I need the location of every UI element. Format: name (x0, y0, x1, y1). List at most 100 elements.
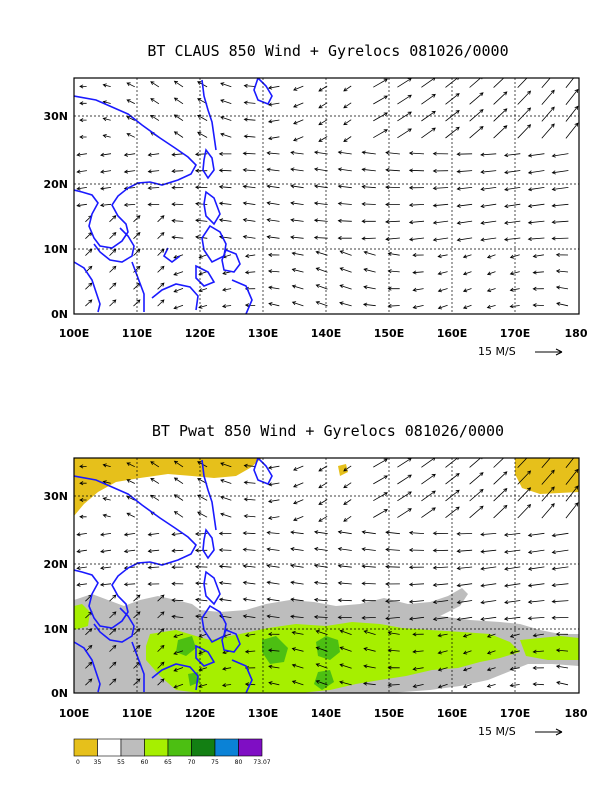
wind-vector (486, 650, 496, 655)
wind-vector (291, 630, 304, 635)
wind-vector (456, 169, 473, 174)
wind-vector (293, 85, 304, 91)
wind-vector (194, 548, 208, 553)
wind-vector (173, 650, 184, 655)
wind-vector (315, 267, 328, 273)
wind-vector (266, 530, 280, 535)
wind-vector (432, 203, 449, 208)
wind-vector (385, 167, 400, 173)
wind-vector (337, 218, 352, 223)
wind-vector (565, 458, 575, 469)
wind-vector (313, 530, 328, 535)
colorbar-swatch (214, 738, 239, 757)
wind-vector (551, 187, 569, 192)
wind-vector (565, 485, 579, 502)
wind-vector (480, 600, 497, 605)
wind-vector (551, 532, 569, 538)
wind-vector (456, 616, 473, 622)
wind-vector (197, 511, 208, 518)
wind-vector (462, 684, 472, 689)
svg-text:150E: 150E (374, 707, 404, 720)
wind-vector (267, 515, 280, 520)
wind-vector (171, 532, 184, 537)
wind-vector (412, 666, 424, 671)
wind-vector (315, 663, 328, 669)
wind-vector (194, 564, 208, 569)
wind-vector (362, 302, 376, 307)
wind-vector (313, 167, 328, 172)
wind-vector (541, 78, 551, 88)
wind-vector (267, 119, 280, 124)
wind-vector (387, 648, 400, 653)
wind-vector (551, 220, 569, 225)
wind-vector (268, 664, 280, 669)
wind-vector (385, 599, 400, 604)
wind-vector (486, 271, 496, 276)
wind-vector (412, 287, 424, 292)
svg-text:130E: 130E (248, 327, 278, 340)
wind-vector (157, 299, 165, 307)
wind-vector (315, 250, 328, 256)
wind-vector (123, 532, 136, 537)
wind-vector (242, 614, 256, 619)
wind-vector (100, 532, 112, 537)
svg-text:170E: 170E (500, 707, 530, 720)
wind-vector (242, 564, 256, 569)
wind-vector (363, 647, 376, 652)
wind-vector (339, 663, 352, 669)
wind-vector (385, 564, 400, 569)
wind-vector (480, 237, 497, 242)
wind-vector (267, 136, 280, 141)
wind-vector (363, 285, 376, 290)
reference-vector: 15 M/S (478, 725, 563, 738)
wind-vector (147, 565, 160, 570)
wind-vector (397, 111, 412, 122)
wind-vector (171, 218, 184, 223)
wind-vector (565, 105, 579, 122)
wind-vector (527, 549, 545, 555)
wind-vector (373, 458, 388, 468)
wind-vector (315, 680, 328, 686)
wind-vector (313, 547, 328, 552)
wind-vector (243, 497, 256, 502)
wind-vector (126, 512, 135, 518)
wind-vector (551, 566, 569, 571)
wind-vector (267, 102, 280, 107)
wind-vector (147, 152, 160, 157)
wind-vector (361, 219, 376, 224)
wind-vector (221, 304, 232, 309)
wind-vector (85, 248, 93, 256)
x-axis-ticks: 100E 110E 120E 130E 140E 150E 160E 170E … (59, 327, 588, 340)
wind-vector (532, 270, 544, 275)
wind-vector (222, 666, 232, 671)
wind-vector (79, 514, 87, 519)
wind-vector (480, 203, 497, 209)
wind-vector (126, 479, 135, 484)
colorbar-label: 0 (76, 759, 80, 766)
wind-vector (243, 83, 256, 88)
wind-vector (337, 530, 352, 535)
wind-vector (551, 153, 569, 158)
wind-vector (173, 667, 184, 672)
wind-vector (373, 492, 388, 502)
wind-vector (195, 614, 208, 619)
wind-vector (85, 282, 93, 290)
wind-vector (99, 582, 112, 587)
wind-vector (291, 251, 304, 256)
wind-vector (79, 101, 87, 106)
wind-vector (293, 499, 304, 505)
wind-vector (171, 169, 184, 174)
wind-vector (493, 504, 508, 519)
wind-vector (456, 531, 473, 536)
wind-vector (503, 153, 521, 158)
wind-vector (171, 235, 184, 240)
wind-vector (102, 513, 111, 518)
wind-vector (220, 99, 232, 104)
wind-vector (373, 112, 388, 122)
svg-text:140E: 140E (311, 327, 341, 340)
wind-vector (171, 185, 184, 190)
wind-vector (565, 88, 579, 105)
wind-vector (421, 127, 436, 139)
wind-vector (555, 269, 569, 274)
wind-vector (337, 184, 352, 189)
